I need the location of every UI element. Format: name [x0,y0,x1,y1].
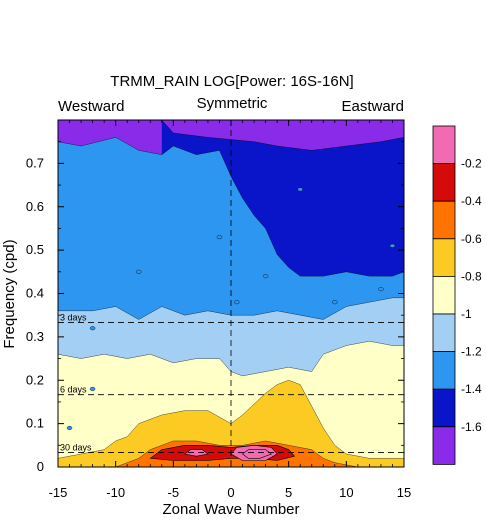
y-tick-label: 0.1 [26,416,44,431]
colorbar-label: -1.2 [461,345,482,359]
y-tick-label: 0.3 [26,329,44,344]
y-axis-label: Frequency (cpd) [1,239,18,348]
x-tick-label: -5 [168,485,180,500]
colorbar-swatch [432,426,456,465]
contour-island [242,449,272,459]
contour-line [57,379,404,459]
period-label: 3 days [60,312,87,322]
contour-speckle [216,235,223,240]
reference-lines: 3 days 6 days 30 days [58,120,404,467]
colorbar-swatch [432,388,456,428]
colorbar-label: -0.6 [461,232,482,246]
colorbar-swatch [432,313,456,352]
contour-speckle [389,243,396,248]
contour-speckle [297,187,303,192]
y-tick-label: 0.7 [26,155,44,170]
colorbar-label: -1 [461,307,472,321]
contour-line [161,119,405,151]
y-tick-label: 0 [37,459,44,474]
y-axis: 0 0.1 0.2 0.3 0.4 0.5 0.6 0.7 [26,141,404,474]
period-label: 30 days [60,443,92,453]
x-tick-label: 5 [285,485,292,500]
y-tick-label: 0.5 [26,242,44,257]
symmetric-label: Symmetric [197,95,268,112]
contour-speckle [89,326,96,331]
colorbar-label: -0.4 [461,194,482,208]
contour-speckle [378,287,384,292]
contour-island [184,449,209,457]
contour-speckle [89,386,96,391]
x-tick-label: 15 [397,485,411,500]
colorbar-label: -1.4 [461,382,482,396]
chart-title: TRMM_RAIN LOG[Power: 16S-16N] [110,73,353,90]
eastward-label: Eastward [341,98,404,115]
colorbar-swatch [432,200,456,240]
period-label: 6 days [60,385,87,395]
contour-line [57,137,405,277]
x-axis: -15 -10 -5 0 5 10 15 [49,120,411,500]
colorbar-swatch [432,351,456,390]
x-tick-label: -10 [106,485,125,500]
y-tick-label: 0.4 [26,286,44,301]
y-tick-label: 0.2 [26,372,44,387]
colorbar-label: -0.8 [461,269,482,283]
x-tick-label: -15 [49,485,68,500]
x-tick-label: 0 [227,485,234,500]
colorbar-label: -1.6 [461,420,482,434]
contour-speckle [332,300,338,305]
westward-label: Westward [58,98,124,115]
contour-line [57,340,404,377]
x-axis-label: Zonal Wave Number [163,501,300,518]
colorbar-label: -0.2 [461,157,482,171]
colorbar-swatch [432,275,456,315]
contour-speckle [262,274,269,279]
colorbar-swatch [432,125,456,164]
contour-fill [58,120,404,467]
contour-line [58,297,404,320]
contour-speckle [66,425,73,430]
colorbar-swatch [432,238,456,277]
colorbar-swatch [432,163,456,202]
contour-speckle [136,269,142,274]
x-tick-label: 10 [339,485,353,500]
contour-speckle [234,300,240,305]
y-tick-label: 0.6 [26,199,44,214]
colorbar: -0.2 -0.4 -0.6 -0.8 -1 -1.2 -1.4 -1.6 [432,125,482,465]
